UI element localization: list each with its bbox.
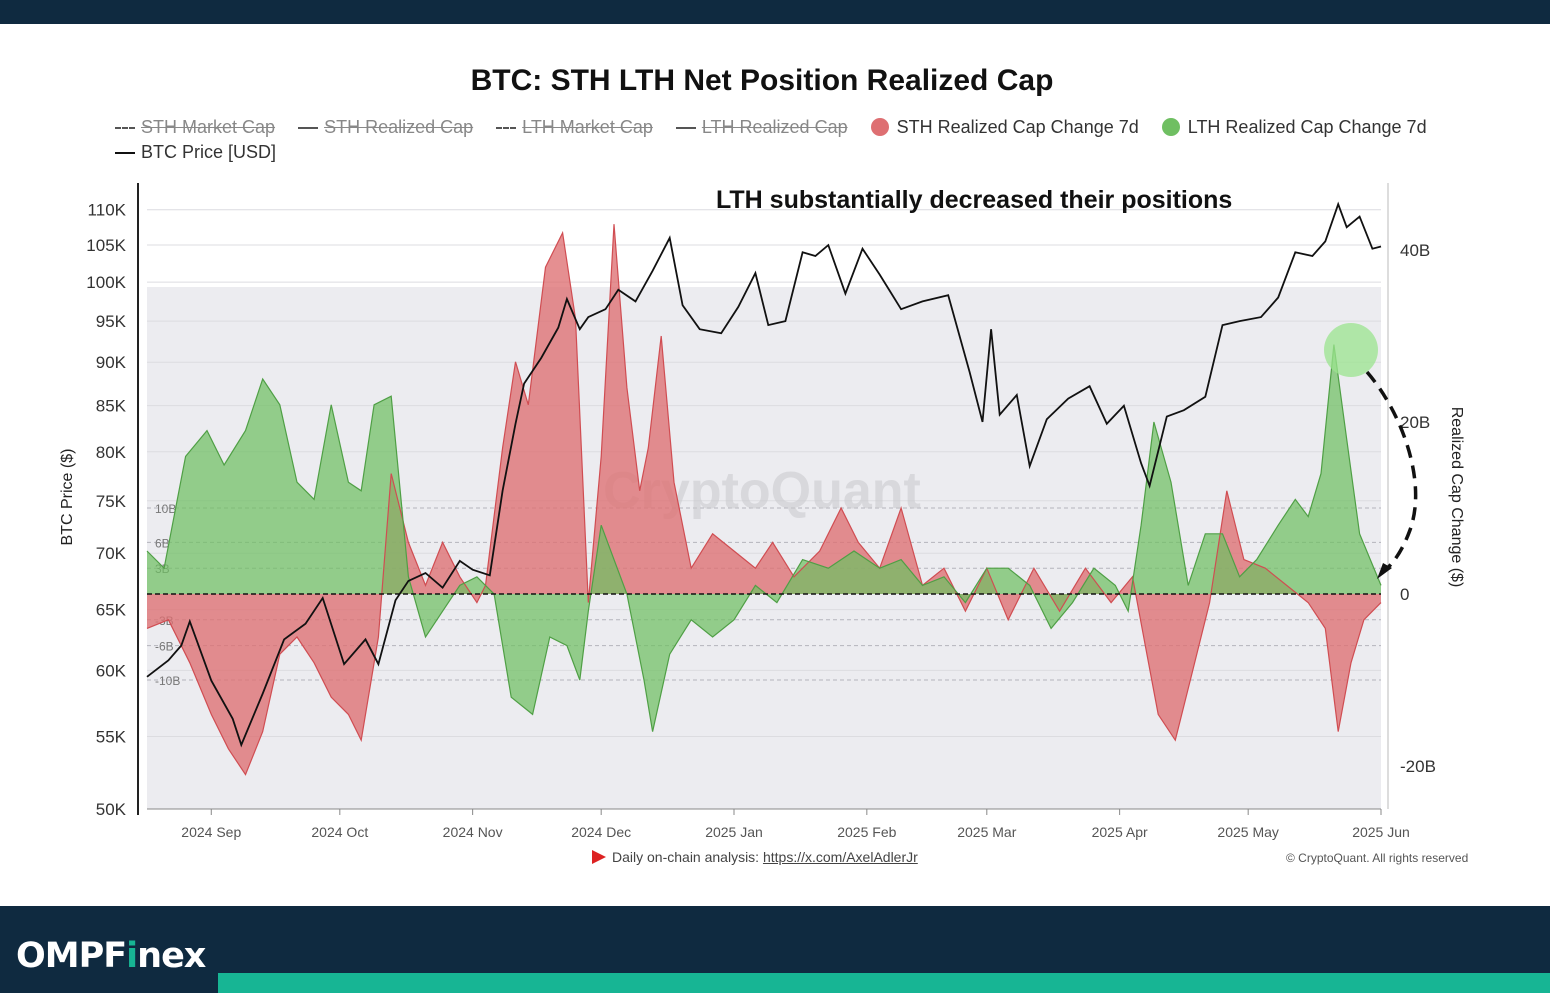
left-tick-label: 75K [96,492,127,511]
x-tick-label: 2025 Jan [705,824,763,840]
legend-item-lth-realized-cap[interactable]: LTH Realized Cap [675,115,848,140]
x-tick-label: 2025 May [1217,824,1278,840]
legend-dot-icon [870,118,889,136]
x-tick-label: 2024 Sep [181,824,241,840]
left-tick-label: 65K [96,601,127,620]
left-tick-label: 80K [96,443,127,462]
legend-label: BTC Price [USD] [141,142,277,162]
legend-label: LTH Market Cap [522,117,653,137]
highlight-circle [1324,323,1378,377]
x-tick-label: 2024 Oct [311,824,368,840]
x-tick-label: 2025 Mar [957,824,1016,840]
legend-swatch [675,127,696,130]
annotation-arrow [1365,370,1418,575]
left-tick-label: 85K [96,397,127,416]
x-axis: 2024 Sep 2024 Oct 2024 Nov 2024 Dec 2025 Jan… [147,808,1410,840]
legend-swatch [115,127,135,130]
copyright: © CryptoQuant. All rights reserved [1286,851,1469,865]
x-tick-label: 2024 Dec [571,824,631,840]
chart-annotation: LTH substantially decreased their positi… [716,186,1233,214]
legend-swatch [115,152,135,155]
legend-label: STH Market Cap [141,117,276,137]
brand-highlight: i [126,936,138,976]
footer-accent-bar [218,973,1550,993]
x-tick-label: 2025 Feb [837,824,896,840]
legend-swatch [496,127,517,130]
left-tick-label: 105K [86,236,126,255]
right-tick-label: 20B [1400,413,1430,432]
right-tick-label: 40B [1400,241,1430,260]
footnote-link[interactable]: https://x.com/AxelAdlerJr [762,849,918,865]
right-axis: 40B 20B 0 -20B [1387,183,1436,809]
left-tick-label: 60K [96,661,127,680]
left-tick-label: 95K [96,312,127,331]
legend-item-btc-price[interactable]: BTC Price [USD] [115,140,276,165]
left-tick-label: 110K [88,201,127,220]
left-tick-label: 90K [96,353,127,372]
arrow-head-icon [1377,563,1392,579]
reference-label: 6B [155,536,170,550]
left-tick-label: 55K [96,728,127,747]
brand-logo: OMPFinex [16,934,206,978]
left-tick-label: 70K [96,544,127,563]
legend-label: LTH Realized Cap Change 7d [1187,117,1427,137]
brand-prefix: OMPF [16,936,127,976]
flag-icon [592,850,606,864]
right-tick-label: 0 [1400,585,1409,604]
left-tick-label: 100K [86,273,126,292]
right-axis-title: Realized Cap Change ($) [1448,407,1465,588]
sth-change-line [146,224,1382,776]
legend-item-sth-market-cap[interactable]: STH Market Cap [115,115,275,140]
reference-label: -10B [155,674,180,688]
legend-item-lth-market-cap[interactable]: LTH Market Cap [496,115,653,140]
brand-suffix: nex [137,936,206,976]
x-tick-label: 2024 Nov [443,824,503,840]
right-tick-label: -20B [1400,757,1436,776]
lth-change-line [146,344,1382,732]
legend-label: STH Realized Cap Change 7d [896,117,1139,137]
lth-change-area [147,344,1381,732]
legend-item-lth-change[interactable]: LTH Realized Cap Change 7d [1161,115,1427,140]
legend-label: STH Realized Cap [324,117,474,137]
legend-item-sth-change[interactable]: STH Realized Cap Change 7d [870,115,1139,140]
legend-item-sth-realized-cap[interactable]: STH Realized Cap [298,115,473,140]
footnote: Daily on-chain analysis: https://x.com/A… [592,849,918,865]
reference-label: 10B [155,502,176,516]
legend: STH Market Cap STH Realized Cap LTH Mark… [115,115,1455,165]
legend-swatch [298,127,319,130]
legend-label: LTH Realized Cap [701,117,848,137]
left-tick-label: 50K [96,800,127,819]
reference-label: -6B [155,640,174,654]
btc-price-line [146,201,1382,748]
chart-title: BTC: STH LTH Net Position Realized Cap [470,64,1054,97]
left-axis: 110K 105K 100K 95K 90K 85K 80K 75K 70K 65K 60K 55K 5… [86,183,139,819]
x-tick-label: 2025 Jun [1352,824,1410,840]
top-banner [0,0,1550,24]
legend-dot-icon [1161,118,1180,136]
left-axis-title: BTC Price ($) [59,449,76,546]
footnote-label: Daily on-chain analysis: [612,849,760,865]
x-tick-label: 2025 Apr [1092,824,1148,840]
